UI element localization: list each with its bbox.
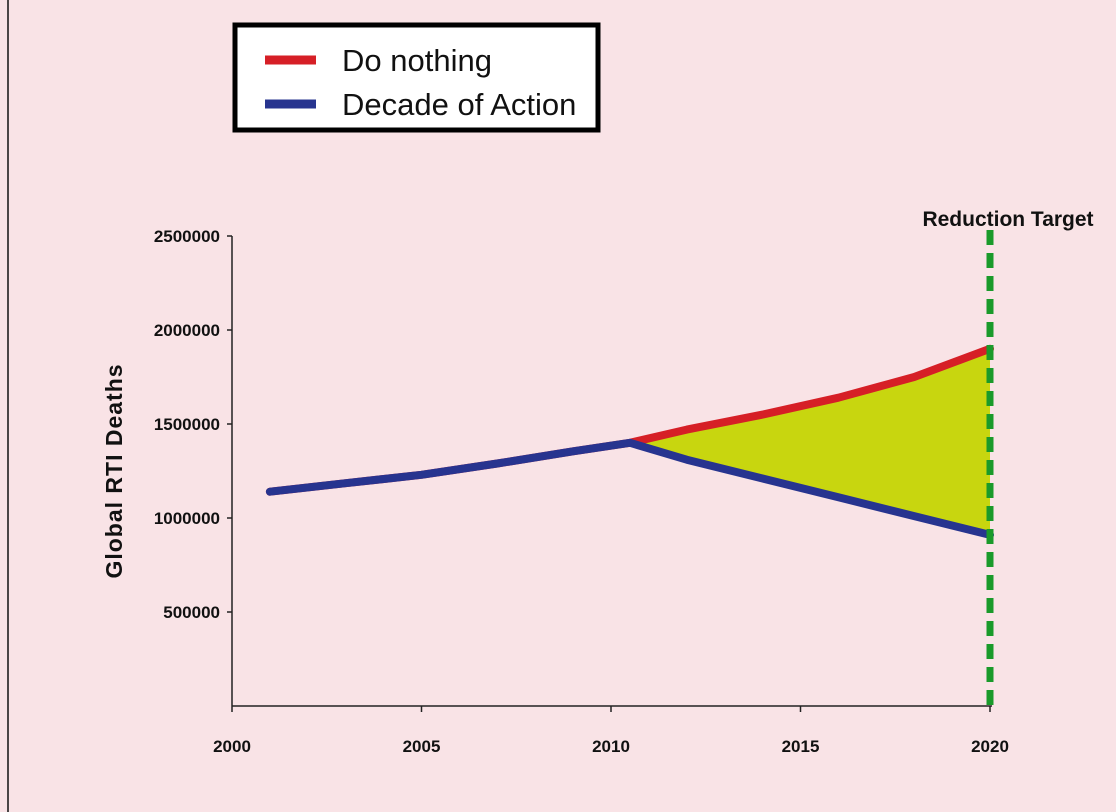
x-tick-label-2005: 2005 <box>403 737 441 756</box>
y-tick-label-1500000: 1500000 <box>154 415 220 434</box>
y-tick-label-1000000: 1000000 <box>154 509 220 528</box>
y-tick-label-2000000: 2000000 <box>154 321 220 340</box>
legend-label-decade-of-action: Decade of Action <box>342 87 576 122</box>
x-tick-label-2020: 2020 <box>971 737 1009 756</box>
reduction-target-label: Reduction Target <box>922 208 1093 231</box>
y-tick-label-500000: 500000 <box>163 603 220 622</box>
series-line-decade-of-action <box>265 438 994 539</box>
y-tick-label-2500000: 2500000 <box>154 227 220 246</box>
x-tick-label-2000: 2000 <box>213 737 251 756</box>
x-tick-label-2010: 2010 <box>592 737 630 756</box>
legend-label-do-nothing: Do nothing <box>342 43 492 78</box>
y-axis-label: Global RTI Deaths <box>101 363 127 578</box>
legend-box <box>232 22 601 133</box>
reduction-gap-area <box>629 348 990 535</box>
x-tick-label-2015: 2015 <box>782 737 820 756</box>
